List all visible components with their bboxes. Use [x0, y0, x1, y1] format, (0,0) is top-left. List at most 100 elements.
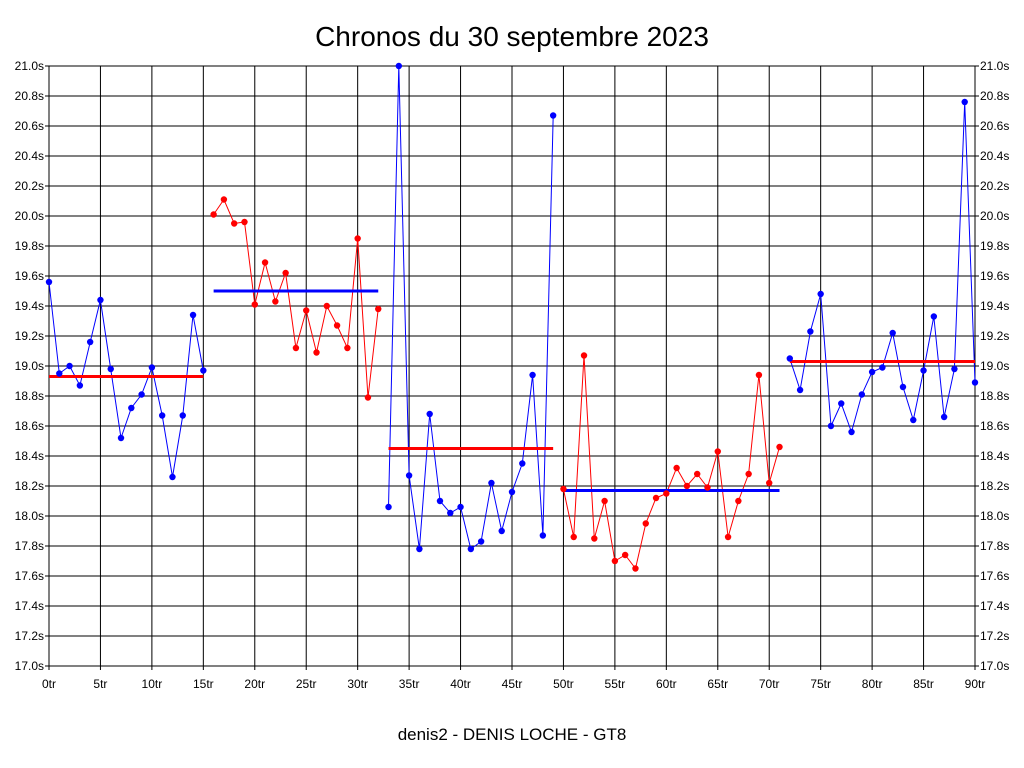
data-point [272, 298, 279, 305]
data-point [56, 370, 63, 377]
data-point [457, 503, 464, 511]
y-tick-label: 21.0s [15, 59, 44, 73]
x-tick-label: 20tr [244, 677, 265, 691]
y-tick-label: 19.0s [15, 359, 44, 373]
x-tick-label: 30tr [347, 677, 368, 691]
y-tick-label: 19.8s [980, 239, 1009, 253]
data-point [683, 482, 691, 490]
chart-title: Chronos du 30 septembre 2023 [315, 21, 709, 52]
y-tick-label: 19.2s [15, 329, 44, 343]
x-tick-label: 25tr [296, 677, 317, 691]
data-point [313, 349, 320, 356]
x-tick-label: 40tr [450, 677, 471, 691]
series-line [213, 198, 379, 398]
data-point [158, 412, 166, 419]
x-tick-label: 60tr [656, 677, 677, 691]
data-point [189, 311, 197, 319]
x-tick-label: 85tr [913, 677, 934, 691]
x-tick-label: 45tr [502, 677, 523, 691]
data-point [405, 472, 413, 479]
data-point [436, 497, 444, 505]
data-point [694, 470, 701, 478]
x-tick-label: 65tr [707, 677, 728, 691]
data-point [807, 328, 814, 335]
data-point [97, 296, 104, 304]
y-tick-label: 20.2s [15, 179, 44, 193]
data-point [766, 479, 773, 487]
data-point [591, 535, 598, 542]
y-tick-label: 20.8s [15, 89, 44, 103]
data-point [76, 382, 84, 389]
y-tick-label: 18.0s [980, 509, 1009, 523]
y-tick-label: 19.4s [15, 299, 44, 313]
data-point [879, 364, 886, 371]
x-tick-label: 75tr [810, 677, 831, 691]
data-point [231, 220, 238, 227]
data-point [786, 355, 793, 362]
data-point [652, 494, 660, 502]
x-tick-label: 15tr [193, 677, 214, 691]
data-point [745, 470, 752, 478]
data-point [261, 259, 269, 266]
y-tick-label: 17.8s [980, 539, 1009, 553]
data-point [621, 551, 629, 559]
data-point [303, 307, 310, 314]
data-point [220, 196, 228, 203]
data-point [354, 235, 361, 242]
data-point [200, 367, 207, 374]
y-tick-label: 18.8s [980, 389, 1009, 403]
y-tick-label: 18.2s [15, 479, 44, 493]
data-point [961, 98, 968, 106]
y-tick-label: 19.6s [980, 269, 1009, 283]
series-line [388, 65, 554, 550]
y-axis-left: 17.0s 17.2s 17.4s 17.6s 17.8s 18.0s 18.2s 18.4s… [15, 59, 49, 673]
data-point [776, 443, 783, 451]
data-point [796, 386, 804, 394]
data-point [66, 362, 73, 370]
data-point [117, 434, 125, 442]
data-point [488, 479, 495, 487]
data-point [570, 533, 577, 541]
x-tick-label: 70tr [759, 677, 780, 691]
x-tick-label: 90tr [965, 677, 986, 691]
y-tick-label: 17.6s [15, 569, 44, 583]
y-tick-label: 17.4s [980, 599, 1009, 613]
y-tick-label: 19.4s [980, 299, 1009, 313]
y-tick-label: 20.2s [980, 179, 1009, 193]
data-point [508, 488, 516, 496]
data-point [868, 368, 876, 376]
data-point [251, 301, 258, 308]
y-tick-label: 20.4s [15, 149, 44, 163]
x-tick-label: 80tr [862, 677, 883, 691]
data-point [858, 391, 866, 398]
y-tick-label: 18.2s [980, 479, 1009, 493]
y-tick-label: 17.6s [980, 569, 1009, 583]
grid [48, 65, 976, 667]
data-point [364, 394, 372, 401]
data-point [673, 464, 680, 472]
data-point [601, 497, 608, 505]
data-point [940, 413, 948, 421]
x-tick-label: 55tr [605, 677, 626, 691]
y-tick-label: 17.2s [15, 629, 44, 643]
y-tick-label: 21.0s [980, 59, 1009, 73]
x-tick-label: 50tr [553, 677, 574, 691]
data-point [560, 485, 567, 493]
data-point [827, 422, 835, 430]
y-tick-label: 18.4s [980, 449, 1009, 463]
y-tick-label: 20.0s [15, 209, 44, 223]
data-point [385, 503, 392, 511]
data-point [549, 112, 557, 119]
y-axis-right: 17.0s 17.2s 17.4s 17.6s 17.8s 18.0s 18.2s 18.4s… [975, 59, 1009, 673]
y-tick-label: 20.6s [15, 119, 44, 133]
data-point [519, 460, 526, 467]
data-point [447, 509, 454, 517]
average-lines [49, 289, 975, 492]
y-tick-label: 18.6s [980, 419, 1009, 433]
data-point [611, 557, 619, 565]
data-point [344, 344, 351, 352]
y-tick-label: 19.6s [15, 269, 44, 283]
y-tick-label: 19.2s [980, 329, 1009, 343]
data-point [642, 520, 649, 527]
